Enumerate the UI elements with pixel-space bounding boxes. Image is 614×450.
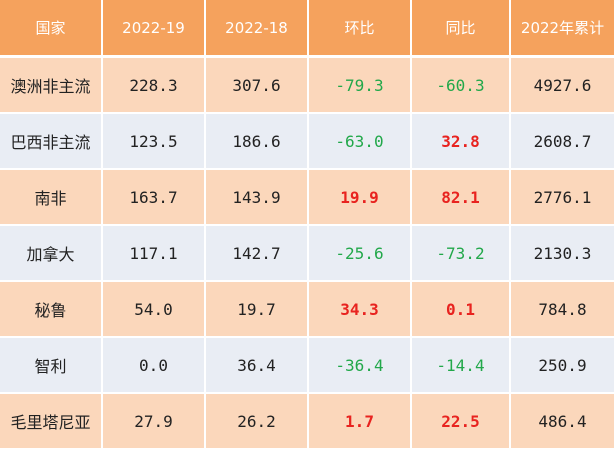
table-cell-yoy-change: -14.4	[412, 338, 509, 392]
table-cell-week-18: 143.9	[206, 170, 307, 224]
table-cell-week-18: 186.6	[206, 114, 307, 168]
table-cell-country: 巴西非主流	[0, 114, 101, 168]
table-cell-mom-change: -36.4	[309, 338, 410, 392]
table-cell-country: 毛里塔尼亚	[0, 394, 101, 448]
table-cell-week-19: 117.1	[103, 226, 204, 280]
table-cell-ytd-total: 2130.3	[511, 226, 614, 280]
table-cell-ytd-total: 784.8	[511, 282, 614, 336]
table-cell-yoy-change: 32.8	[412, 114, 509, 168]
table-cell-mom-change: 34.3	[309, 282, 410, 336]
column-header-week-19: 2022-19	[103, 0, 204, 55]
table-cell-yoy-change: -60.3	[412, 58, 509, 112]
table-cell-ytd-total: 4927.6	[511, 58, 614, 112]
table-cell-week-18: 142.7	[206, 226, 307, 280]
table-cell-ytd-total: 486.4	[511, 394, 614, 448]
table-cell-ytd-total: 250.9	[511, 338, 614, 392]
table-cell-week-19: 163.7	[103, 170, 204, 224]
table-cell-week-19: 228.3	[103, 58, 204, 112]
column-header-mom-change: 环比	[309, 0, 410, 55]
table-cell-week-18: 19.7	[206, 282, 307, 336]
table-cell-country: 加拿大	[0, 226, 101, 280]
table-cell-yoy-change: 22.5	[412, 394, 509, 448]
table-cell-country: 秘鲁	[0, 282, 101, 336]
table-cell-yoy-change: 82.1	[412, 170, 509, 224]
table-cell-country: 智利	[0, 338, 101, 392]
table-cell-week-18: 36.4	[206, 338, 307, 392]
table-cell-week-19: 27.9	[103, 394, 204, 448]
column-header-yoy-change: 同比	[412, 0, 509, 55]
column-header-country: 国家	[0, 0, 101, 55]
table-cell-yoy-change: -73.2	[412, 226, 509, 280]
table-cell-ytd-total: 2608.7	[511, 114, 614, 168]
column-header-ytd-total: 2022年累计	[511, 0, 614, 55]
table-cell-mom-change: -79.3	[309, 58, 410, 112]
table-cell-country: 澳洲非主流	[0, 58, 101, 112]
column-header-week-18: 2022-18	[206, 0, 307, 55]
table-cell-yoy-change: 0.1	[412, 282, 509, 336]
table-cell-mom-change: 1.7	[309, 394, 410, 448]
table-cell-ytd-total: 2776.1	[511, 170, 614, 224]
table-cell-week-19: 0.0	[103, 338, 204, 392]
table-cell-week-19: 54.0	[103, 282, 204, 336]
table-cell-week-19: 123.5	[103, 114, 204, 168]
table-cell-mom-change: -63.0	[309, 114, 410, 168]
table-cell-week-18: 307.6	[206, 58, 307, 112]
table-cell-week-18: 26.2	[206, 394, 307, 448]
table-cell-mom-change: -25.6	[309, 226, 410, 280]
table-cell-country: 南非	[0, 170, 101, 224]
table-cell-mom-change: 19.9	[309, 170, 410, 224]
